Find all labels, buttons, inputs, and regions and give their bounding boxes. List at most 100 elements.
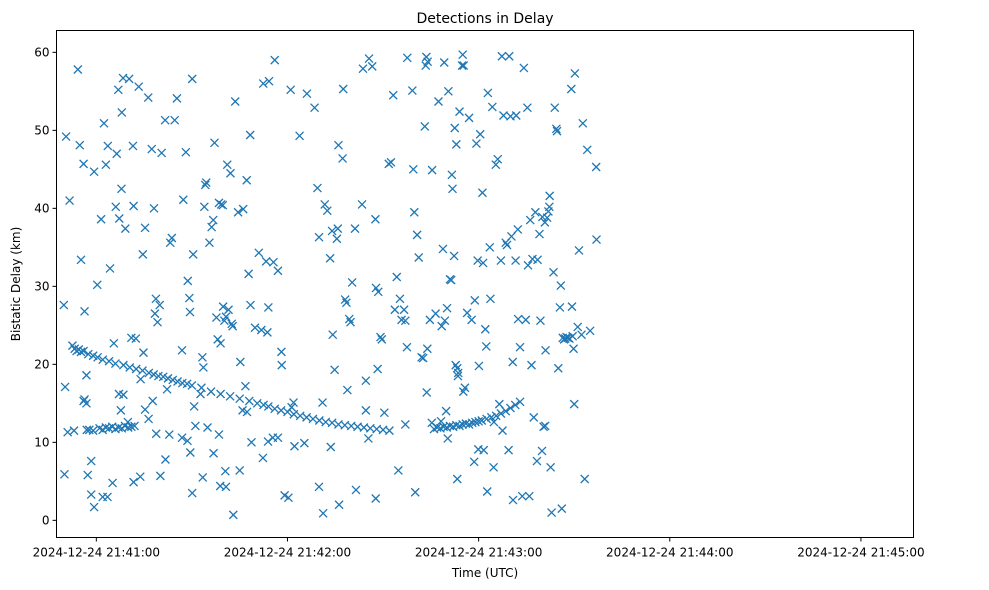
data-point: [511, 111, 521, 120]
data-point: [574, 246, 584, 255]
data-point: [585, 326, 595, 336]
data-point: [167, 233, 177, 243]
data-point: [187, 488, 197, 498]
data-point: [459, 61, 469, 71]
data-point: [80, 394, 89, 404]
data-point: [80, 306, 89, 316]
data-point: [131, 334, 141, 344]
data-point: [515, 342, 525, 352]
data-point: [458, 50, 468, 60]
data-point: [529, 412, 539, 422]
data-point: [117, 107, 127, 117]
data-point: [377, 334, 387, 344]
data-point: [540, 421, 550, 431]
data-point: [334, 500, 344, 510]
data-point: [149, 370, 159, 379]
data-point: [153, 317, 162, 327]
data-point: [59, 300, 69, 310]
data-point: [276, 347, 286, 357]
data-point: [314, 232, 324, 242]
data-point: [451, 139, 461, 149]
data-point: [165, 238, 175, 248]
y-tick-label: 0: [42, 513, 50, 527]
data-point: [350, 224, 360, 234]
data-point: [449, 251, 459, 261]
data-point: [124, 74, 134, 84]
data-point: [333, 224, 343, 234]
data-point: [446, 275, 456, 285]
data-point: [118, 360, 128, 370]
data-point: [448, 184, 457, 194]
data-point: [185, 307, 195, 317]
data-point: [69, 426, 79, 436]
data-point: [510, 400, 520, 410]
data-point: [570, 68, 580, 78]
data-point: [469, 457, 479, 467]
data-point: [302, 89, 312, 99]
data-point: [213, 334, 223, 344]
data-point: [79, 346, 89, 356]
data-point: [474, 416, 484, 426]
data-point: [439, 58, 449, 67]
data-point: [254, 248, 264, 258]
data-point: [400, 316, 410, 326]
data-point: [569, 399, 579, 409]
y-tick-label: 40: [34, 201, 49, 215]
data-point: [379, 408, 389, 418]
data-point: [535, 229, 544, 239]
data-point: [116, 405, 126, 415]
data-point: [188, 249, 198, 259]
data-point: [470, 295, 480, 305]
data-point: [299, 438, 309, 448]
data-point: [318, 398, 327, 408]
y-tick-label: 50: [34, 123, 49, 137]
data-point: [422, 387, 432, 397]
data-point: [211, 313, 221, 322]
data-point: [458, 387, 468, 397]
data-point: [437, 321, 447, 331]
data-point: [414, 253, 424, 262]
data-point: [117, 184, 126, 194]
data-point: [104, 356, 114, 366]
data-point: [75, 140, 85, 150]
data-point: [187, 74, 197, 84]
data-point: [402, 53, 412, 63]
data-point: [333, 140, 343, 150]
data-point: [140, 223, 150, 233]
data-point: [519, 63, 529, 73]
data-point: [250, 323, 260, 333]
data-point: [441, 406, 451, 416]
data-point: [513, 224, 523, 234]
data-point: [218, 302, 228, 312]
data-point: [136, 374, 146, 384]
data-point: [409, 207, 419, 217]
data-point: [320, 199, 330, 209]
data-point: [344, 314, 354, 324]
data-point: [148, 396, 158, 406]
data-point: [475, 129, 485, 139]
data-point: [261, 256, 271, 266]
data-point: [310, 103, 320, 113]
data-point: [170, 115, 180, 125]
series-scatter: [59, 50, 601, 520]
data-point: [218, 200, 228, 210]
data-point: [478, 258, 488, 268]
data-point: [573, 322, 583, 332]
data-point: [138, 249, 148, 259]
data-point: [263, 437, 273, 447]
data-point: [527, 360, 536, 370]
data-point: [164, 430, 174, 439]
data-point: [577, 330, 586, 340]
data-point: [511, 256, 521, 266]
data-point: [431, 309, 441, 319]
data-point: [443, 86, 453, 96]
data-point: [280, 490, 290, 500]
data-point: [482, 414, 492, 424]
data-point: [440, 316, 450, 326]
data-point: [388, 90, 398, 100]
data-point: [533, 255, 543, 265]
plot-area: [56, 30, 914, 538]
data-point: [553, 363, 563, 373]
data-point: [61, 132, 71, 142]
data-point: [338, 153, 348, 163]
